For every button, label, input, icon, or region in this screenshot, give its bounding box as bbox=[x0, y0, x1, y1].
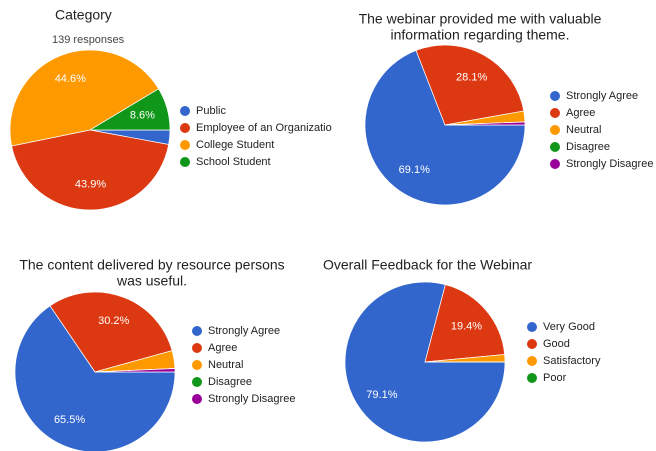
pie-slice bbox=[11, 129, 170, 211]
legend-swatch bbox=[550, 91, 560, 101]
pie-slice bbox=[14, 305, 176, 451]
pie-slice bbox=[49, 291, 173, 373]
chart-title: The webinar provided me with valuable bbox=[359, 11, 602, 27]
legend-swatch bbox=[192, 326, 202, 336]
legend-swatch bbox=[550, 125, 560, 135]
legend-label: Strongly Disagree bbox=[208, 393, 295, 405]
legend-swatch bbox=[180, 123, 190, 133]
slice-label: 30.2% bbox=[98, 315, 129, 327]
legend-label: Agree bbox=[566, 107, 595, 119]
slice-label: 79.1% bbox=[366, 389, 397, 401]
pie-slice bbox=[9, 49, 160, 147]
legend-label: Satisfactory bbox=[543, 355, 601, 367]
legend-swatch bbox=[527, 322, 537, 332]
legend-label: Good bbox=[543, 338, 570, 350]
legend-swatch bbox=[192, 360, 202, 370]
legend-label: School Student bbox=[196, 156, 271, 168]
legend-label: Public bbox=[196, 105, 226, 117]
legend-swatch bbox=[180, 140, 190, 150]
chart-subtitle: 139 responses bbox=[52, 34, 125, 46]
legend-label: Disagree bbox=[566, 141, 610, 153]
legend-swatch bbox=[550, 142, 560, 152]
slice-label: 44.6% bbox=[55, 73, 86, 85]
legend-label: Strongly Agree bbox=[208, 325, 280, 337]
slice-label: 65.5% bbox=[54, 414, 85, 426]
legend-label: Neutral bbox=[566, 124, 601, 136]
pie-slice bbox=[424, 284, 506, 363]
legend-label: Disagree bbox=[208, 376, 252, 388]
slice-label: 19.4% bbox=[451, 321, 482, 333]
legend-swatch bbox=[192, 394, 202, 404]
slice-label: 8.6% bbox=[130, 109, 155, 121]
chart-title: information regarding theme. bbox=[391, 27, 570, 43]
pie-slice bbox=[94, 368, 176, 373]
legend-label: Very Good bbox=[543, 321, 595, 333]
pie-slice bbox=[444, 121, 526, 126]
legend-label: Neutral bbox=[208, 359, 243, 371]
slice-label: 69.1% bbox=[399, 164, 430, 176]
chart-title: The content delivered by resource person… bbox=[19, 257, 284, 273]
legend-swatch bbox=[527, 339, 537, 349]
legend-swatch bbox=[180, 157, 190, 167]
legend-label: Strongly Disagree bbox=[566, 158, 653, 170]
pie-slice bbox=[415, 44, 525, 126]
legend-label: Strongly Agree bbox=[566, 90, 638, 102]
slice-label: 28.1% bbox=[456, 71, 487, 83]
slice-label: 43.9% bbox=[75, 178, 106, 190]
legend-swatch bbox=[192, 343, 202, 353]
pie-slice bbox=[364, 49, 526, 206]
legend-swatch bbox=[527, 356, 537, 366]
pie-slice bbox=[88, 88, 171, 131]
legend-swatch bbox=[192, 377, 202, 387]
chart-title: Overall Feedback for the Webinar bbox=[323, 257, 532, 273]
legend-swatch bbox=[550, 159, 560, 169]
legend-swatch bbox=[550, 108, 560, 118]
legend-swatch bbox=[180, 106, 190, 116]
chart-title: Category bbox=[55, 7, 112, 23]
legend-label: Agree bbox=[208, 342, 237, 354]
legend-swatch bbox=[527, 373, 537, 383]
legend-label: Poor bbox=[543, 372, 567, 384]
legend-label: Employee of an Organizatio bbox=[196, 122, 332, 134]
chart-title: was useful. bbox=[116, 273, 187, 289]
legend-label: College Student bbox=[196, 139, 274, 151]
